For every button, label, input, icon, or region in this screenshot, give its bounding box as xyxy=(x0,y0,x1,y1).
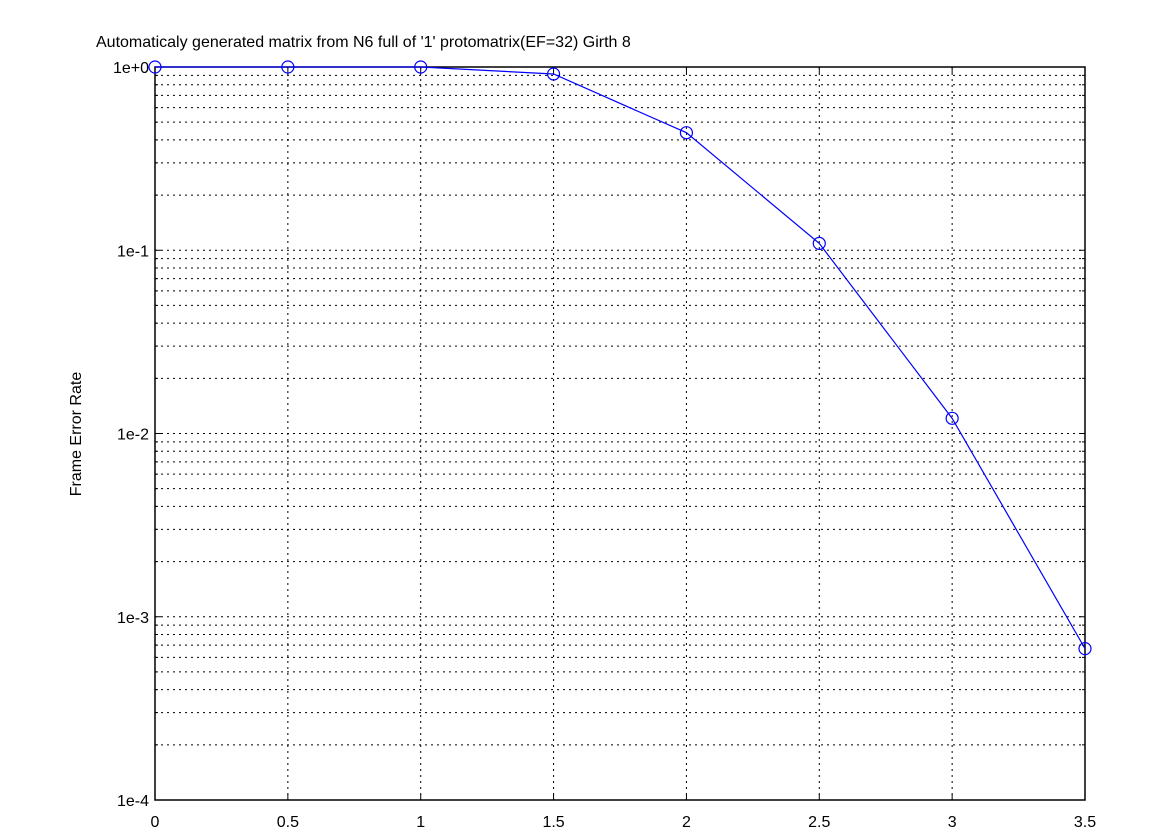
y-axis-label: Frame Error Rate xyxy=(68,372,85,497)
x-tick-label: 0 xyxy=(151,814,160,831)
x-tick-label: 0.5 xyxy=(277,814,299,831)
data-point xyxy=(414,60,428,74)
x-tick-label: 3 xyxy=(948,814,957,831)
x-tick-label: 2.5 xyxy=(808,814,830,831)
data-point xyxy=(1078,642,1092,656)
data-point xyxy=(281,60,295,74)
y-tick-label: 1e-3 xyxy=(117,610,149,627)
plot-frame xyxy=(154,66,1086,801)
y-tick-label: 1e-1 xyxy=(117,243,149,260)
x-tick-label: 2 xyxy=(682,814,691,831)
x-tick-label: 1.5 xyxy=(542,814,564,831)
axes: 0 0.5 1 1.5 2 2.5 3 3.5 1e+0 1e-1 1e-2 1e-3 1e-4 xyxy=(113,60,1096,831)
x-tick-label: 1 xyxy=(416,814,425,831)
y-tick-label: 1e-4 xyxy=(117,793,149,810)
y-tick-label: 1e+0 xyxy=(113,60,149,77)
data-point xyxy=(945,411,959,425)
chart-title: Automaticaly generated matrix from N6 fu… xyxy=(96,34,631,51)
series xyxy=(148,60,1092,656)
x-tick-label: 3.5 xyxy=(1074,814,1096,831)
data-point xyxy=(148,60,162,74)
data-point xyxy=(812,236,826,250)
data-point xyxy=(679,126,694,140)
data-point xyxy=(546,67,561,81)
y-tick-label: 1e-2 xyxy=(117,427,149,444)
series-line xyxy=(155,66,1086,649)
grid xyxy=(155,66,1085,800)
